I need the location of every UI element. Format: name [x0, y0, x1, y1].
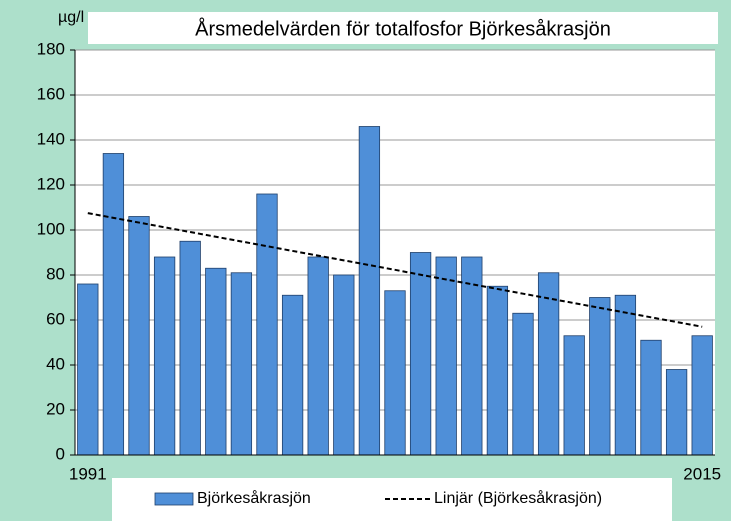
y-tick-label: 120	[37, 174, 65, 193]
bar	[563, 335, 585, 456]
bar	[384, 290, 406, 456]
trend-line	[87, 212, 703, 328]
bar	[77, 283, 99, 456]
bar	[486, 285, 509, 456]
bar	[435, 256, 457, 456]
y-axis-label: µg/l	[58, 9, 84, 26]
y-tick-label: 80	[46, 264, 65, 283]
bar	[205, 267, 227, 456]
legend-swatch	[154, 492, 194, 506]
bar	[512, 312, 534, 456]
x-tick-label: 1991	[69, 464, 107, 483]
y-tick-label: 20	[46, 399, 65, 418]
y-tick-label: 40	[46, 354, 65, 373]
y-tick-label: 180	[37, 39, 65, 58]
y-tick-label: 160	[37, 84, 65, 103]
y-tick-label: 0	[56, 444, 65, 463]
bar	[333, 274, 355, 456]
bar	[409, 252, 432, 456]
bar	[102, 153, 125, 456]
bar	[153, 256, 176, 456]
bar	[614, 294, 637, 456]
legend	[112, 478, 672, 521]
bar	[230, 272, 253, 456]
legend-label: Linjär (Björkesåkrasjön)	[434, 489, 602, 507]
title-box	[88, 12, 718, 44]
bar	[665, 369, 688, 456]
y-tick-label: 140	[37, 129, 65, 148]
bar	[640, 339, 662, 456]
bar	[281, 294, 304, 456]
bar	[179, 240, 201, 456]
bar	[128, 216, 150, 456]
x-tick-label: 2015	[683, 464, 721, 483]
legend-label: Björkesåkrasjön	[197, 489, 311, 507]
bar	[307, 256, 329, 456]
bar	[256, 193, 278, 456]
chart-title: Årsmedelvärden för totalfosfor Björkesåk…	[195, 17, 611, 40]
bar	[691, 335, 713, 456]
y-tick-label: 60	[46, 309, 65, 328]
bar	[589, 297, 611, 456]
bar	[358, 126, 381, 456]
y-tick-label: 100	[37, 219, 65, 238]
bar	[461, 256, 483, 456]
